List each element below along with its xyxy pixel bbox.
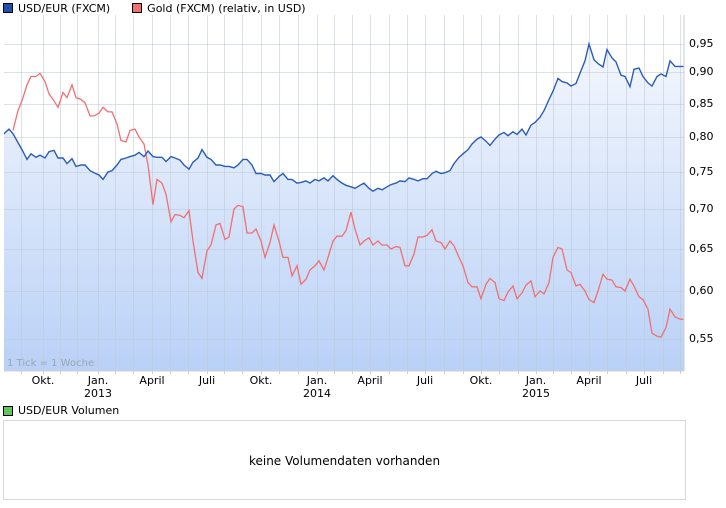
volume-panel: keine Volumendaten vorhanden: [3, 420, 686, 500]
y-tick-label: 0,80: [689, 130, 714, 143]
legend-item-gold[interactable]: Gold (FXCM) (relativ, in USD): [132, 1, 306, 15]
x-tick-year: 2014: [303, 387, 331, 400]
legend-label-gold: Gold (FXCM) (relativ, in USD): [147, 1, 306, 15]
x-tick-label: Juli: [182, 374, 232, 387]
volume-legend-swatch: [3, 405, 13, 416]
x-tick-label: Okt.: [456, 374, 506, 387]
legend-item-usd-eur[interactable]: USD/EUR (FXCM): [3, 2, 110, 15]
x-tick-label: April: [127, 374, 177, 387]
y-tick-label: 0,90: [689, 65, 714, 78]
x-tick-label: Jan. 2015: [511, 374, 561, 400]
legend-swatch-usd-eur: [3, 3, 13, 13]
x-tick-label: Juli: [400, 374, 450, 387]
y-tick-label: 0,65: [689, 242, 714, 255]
x-tick-month: Juli: [198, 374, 216, 387]
y-tick-label: 0,55: [689, 332, 714, 345]
volume-legend-label: USD/EUR Volumen: [18, 404, 120, 417]
x-tick-label: Juli: [619, 374, 669, 387]
x-tick-month: Jan.: [525, 374, 547, 387]
x-tick-label: April: [564, 374, 614, 387]
x-tick-year: 2015: [522, 387, 550, 400]
y-tick-label: 0,60: [689, 284, 714, 297]
chart-legend: USD/EUR (FXCM) Gold (FXCM) (relativ, in …: [3, 1, 328, 15]
x-tick-month: April: [576, 374, 602, 387]
x-tick-month: April: [139, 374, 165, 387]
gold-line: [12, 72, 685, 338]
x-tick-label: Okt.: [18, 374, 68, 387]
x-tick-month: Jan.: [87, 374, 109, 387]
x-tick-month: Jan.: [306, 374, 328, 387]
usd-eur-line: [3, 41, 684, 193]
x-tick-year: 2013: [84, 387, 112, 400]
x-tick-month: Okt.: [469, 374, 493, 387]
x-tick-month: April: [357, 374, 383, 387]
x-tick-label: Jan. 2013: [73, 374, 123, 400]
legend-swatch-gold: [132, 3, 143, 13]
no-volume-data-message: keine Volumendaten vorhanden: [248, 454, 441, 468]
y-tick-label: 0,85: [689, 97, 714, 110]
x-tick-label: April: [345, 374, 395, 387]
x-tick-month: Juli: [635, 374, 653, 387]
y-tick-label: 0,70: [689, 202, 714, 215]
x-tick-label: Okt.: [236, 374, 286, 387]
x-tick-label: Jan. 2014: [292, 374, 342, 400]
volume-legend[interactable]: USD/EUR Volumen: [3, 404, 119, 417]
x-tick-month: Okt.: [31, 374, 55, 387]
price-chart: [3, 15, 685, 374]
y-tick-label: 0,75: [689, 165, 714, 178]
grid-lines-overlay: [4, 15, 684, 374]
x-tick-month: Okt.: [249, 374, 273, 387]
tick-interval-note: 1 Tick = 1 Woche: [7, 358, 95, 369]
y-tick-label: 0,95: [689, 37, 714, 50]
legend-label-usd-eur: USD/EUR (FXCM): [18, 1, 111, 15]
x-tick-month: Juli: [416, 374, 434, 387]
